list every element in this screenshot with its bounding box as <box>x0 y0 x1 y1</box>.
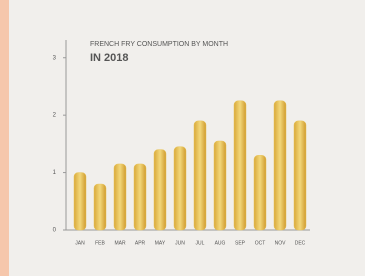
x-tick-label: SEP <box>235 240 246 246</box>
x-tick-label: JUN <box>175 240 185 246</box>
bar <box>134 164 146 230</box>
x-tick-label: AUG <box>215 240 226 246</box>
x-tick-label: FEB <box>95 240 105 246</box>
bar <box>274 101 286 230</box>
bar <box>114 164 126 230</box>
chart: FRENCH FRY CONSUMPTION BY MONTH IN 2018 … <box>0 0 365 276</box>
bar <box>74 173 86 230</box>
bar <box>174 147 186 230</box>
bar <box>294 121 306 230</box>
x-tick-label: OCT <box>255 240 266 246</box>
chart-title: FRENCH FRY CONSUMPTION BY MONTH <box>90 41 228 48</box>
bar <box>154 150 166 230</box>
x-tick-label: MAY <box>155 240 166 246</box>
x-tick-label: MAR <box>114 240 126 246</box>
x-tick-label: APR <box>135 240 146 246</box>
x-tick-label: JAN <box>75 240 85 246</box>
chart-subtitle: IN 2018 <box>90 52 129 64</box>
bar <box>214 141 226 230</box>
bar <box>254 155 266 230</box>
bar <box>234 101 246 230</box>
bar <box>94 184 106 230</box>
x-tick-label: JUL <box>196 240 205 246</box>
x-tick-label: DEC <box>295 240 306 246</box>
bar <box>194 121 206 230</box>
side-strip <box>0 0 9 276</box>
x-tick-label: NOV <box>275 240 287 246</box>
